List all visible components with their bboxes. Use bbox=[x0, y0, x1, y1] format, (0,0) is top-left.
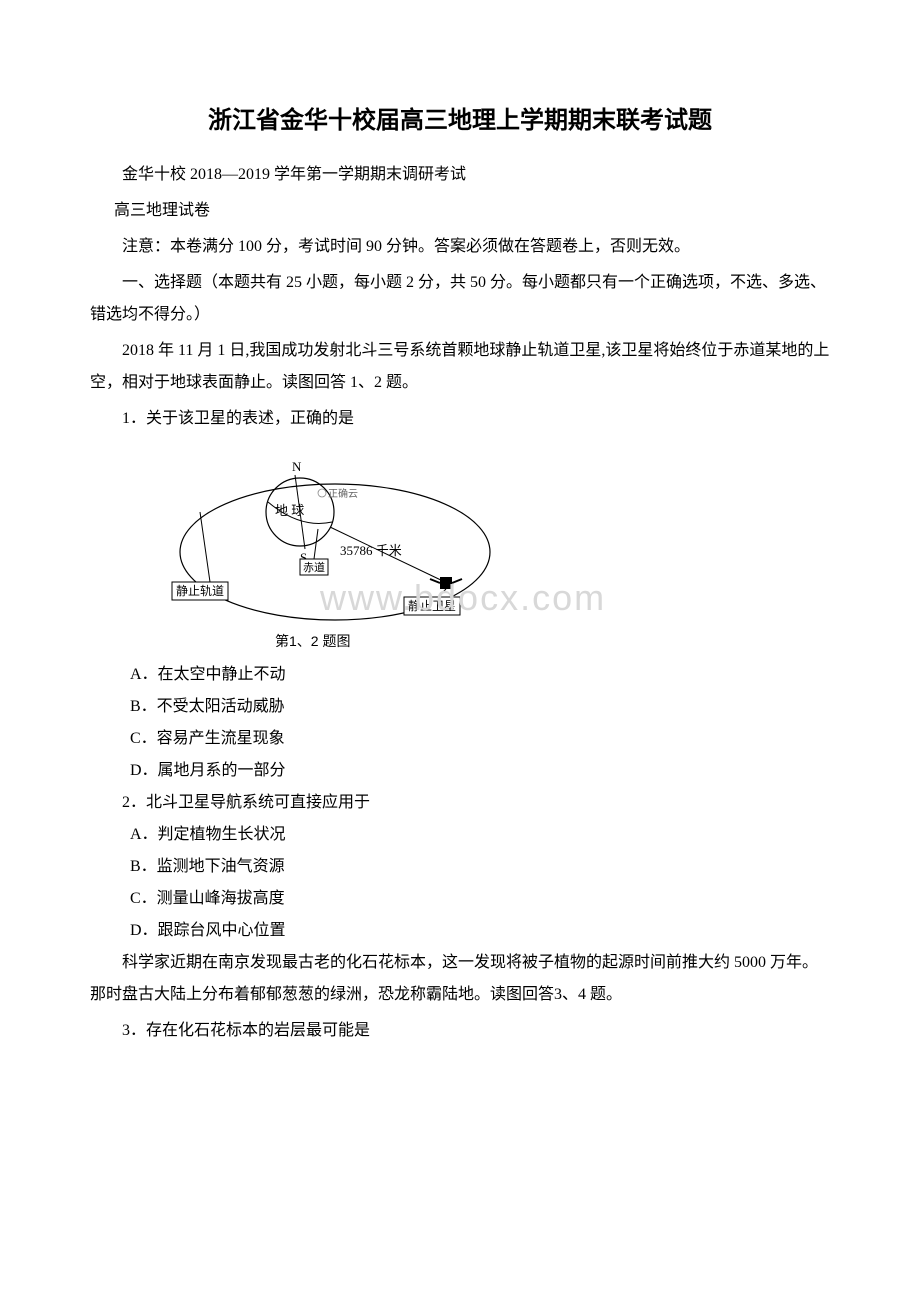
q1-option-a: A．在太空中静止不动 bbox=[90, 659, 830, 691]
q2-option-a: A．判定植物生长状况 bbox=[90, 819, 830, 851]
equator-label: 赤道 bbox=[303, 560, 325, 574]
q1-option-c: C．容易产生流星现象 bbox=[90, 723, 830, 755]
q2-stem: 2．北斗卫星导航系统可直接应用于 bbox=[90, 787, 830, 819]
distance-label: 35786 千米 bbox=[340, 543, 402, 558]
q3-stem: 3．存在化石花标本的岩层最可能是 bbox=[90, 1015, 830, 1047]
passage1-context: 2018 年 11 月 1 日,我国成功发射北斗三号系统首颗地球静止轨道卫星,该… bbox=[90, 335, 830, 399]
figure-1: N S 地 球 正确云 赤道 35786 千米 静止卫星 静止轨道 www.bd… bbox=[170, 447, 550, 647]
section-title: 一、选择题（本题共有 25 小题，每小题 2 分，共 50 分。每小题都只有一个… bbox=[90, 267, 830, 331]
watermark-text: www.bdocx.com bbox=[320, 577, 606, 619]
q2-option-b: B．监测地下油气资源 bbox=[90, 851, 830, 883]
earth-label: 地 球 bbox=[275, 503, 304, 518]
passage2-context: 科学家近期在南京发现最古老的化石花标本，这一发现将被子植物的起源时间前推大约 5… bbox=[90, 947, 830, 1011]
q2-option-c: C．测量山峰海拔高度 bbox=[90, 883, 830, 915]
orbit-pointer bbox=[200, 512, 210, 582]
equator-pointer bbox=[314, 529, 318, 559]
q1-option-d: D．属地月系的一部分 bbox=[90, 755, 830, 787]
north-label: N bbox=[292, 459, 302, 474]
school-year-line: 金华十校 2018—2019 学年第一学期期末调研考试 bbox=[90, 159, 830, 191]
figure1-caption: 第1、2 题图 bbox=[275, 631, 350, 651]
q2-option-d: D．跟踪台风中心位置 bbox=[90, 915, 830, 947]
page-title: 浙江省金华十校届高三地理上学期期末联考试题 bbox=[90, 100, 830, 135]
logo-icon bbox=[318, 489, 326, 497]
notice-line: 注意：本卷满分 100 分，考试时间 90 分钟。答案必须做在答题卷上，否则无效… bbox=[90, 231, 830, 263]
q1-option-b: B．不受太阳活动威胁 bbox=[90, 691, 830, 723]
orbit-label: 静止轨道 bbox=[176, 584, 224, 598]
q1-stem: 1．关于该卫星的表述，正确的是 bbox=[90, 403, 830, 435]
subject-line: 高三地理试卷 bbox=[90, 195, 830, 227]
logo-text: 正确云 bbox=[328, 487, 358, 500]
